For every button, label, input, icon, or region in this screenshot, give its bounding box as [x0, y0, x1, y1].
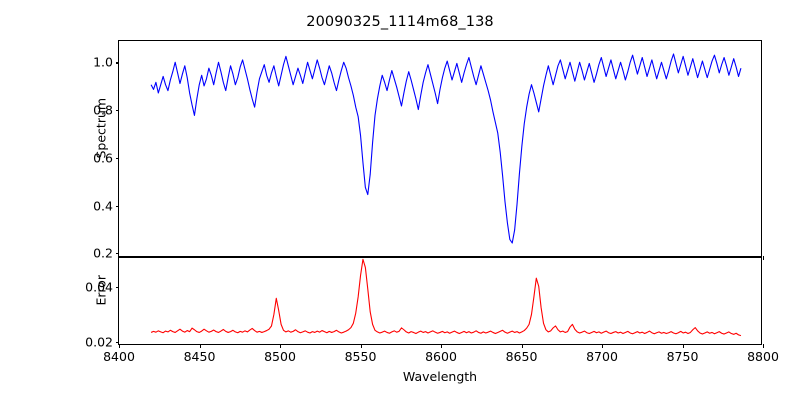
x-tick-label: 8800	[747, 349, 779, 364]
spectrum-axes: Spectrum 0.2 0.4 0.6 0.8 1.0	[93, 40, 765, 261]
y-tick-mark	[115, 253, 119, 255]
x-tick-label: 8450	[183, 349, 216, 364]
x-tick-label: 8550	[344, 349, 377, 364]
x-tick-label: 8750	[666, 349, 699, 364]
x-tick-mark	[360, 344, 362, 348]
y-tick-label: 0.02	[85, 334, 113, 350]
x-tick-label: 8650	[505, 349, 538, 364]
y-tick-mark	[115, 205, 119, 207]
y-tick-label: 0.2	[93, 245, 113, 261]
y-tick-mark	[115, 341, 119, 343]
x-tick-mark	[763, 344, 765, 348]
y-tick-label: 0.4	[93, 198, 113, 214]
x-tick-mark	[119, 344, 121, 348]
x-tick-mark	[441, 344, 443, 348]
x-tick-label: 8600	[425, 349, 457, 364]
x-tick-mark	[521, 344, 523, 348]
error-axes: Error 0.02 0.04 8400 8450 8500 8550 8600 8650 87…	[85, 257, 779, 364]
x-tick-mark	[602, 344, 604, 348]
x-tick-mark	[280, 344, 282, 348]
figure-title: 20090325_1114m68_138	[306, 14, 494, 30]
spectrum-plot-line	[119, 41, 761, 256]
x-axis-label: Wavelength	[402, 369, 478, 384]
error-plot-line	[119, 258, 761, 344]
x-tick-label: 8400	[103, 349, 135, 364]
y-tick-label: 0.6	[93, 150, 113, 166]
y-tick-mark	[115, 62, 119, 64]
y-tick-label: 0.8	[93, 102, 113, 118]
x-tick-label: 8700	[586, 349, 618, 364]
x-tick-mark	[763, 256, 765, 260]
y-tick-mark	[115, 157, 119, 159]
y-tick-label: 0.04	[85, 279, 113, 295]
y-tick-mark	[115, 110, 119, 112]
x-tick-mark	[682, 344, 684, 348]
y-tick-label: 1.0	[93, 54, 113, 70]
x-tick-label: 8500	[264, 349, 296, 364]
y-tick-mark	[115, 286, 119, 288]
x-tick-mark	[199, 344, 201, 348]
